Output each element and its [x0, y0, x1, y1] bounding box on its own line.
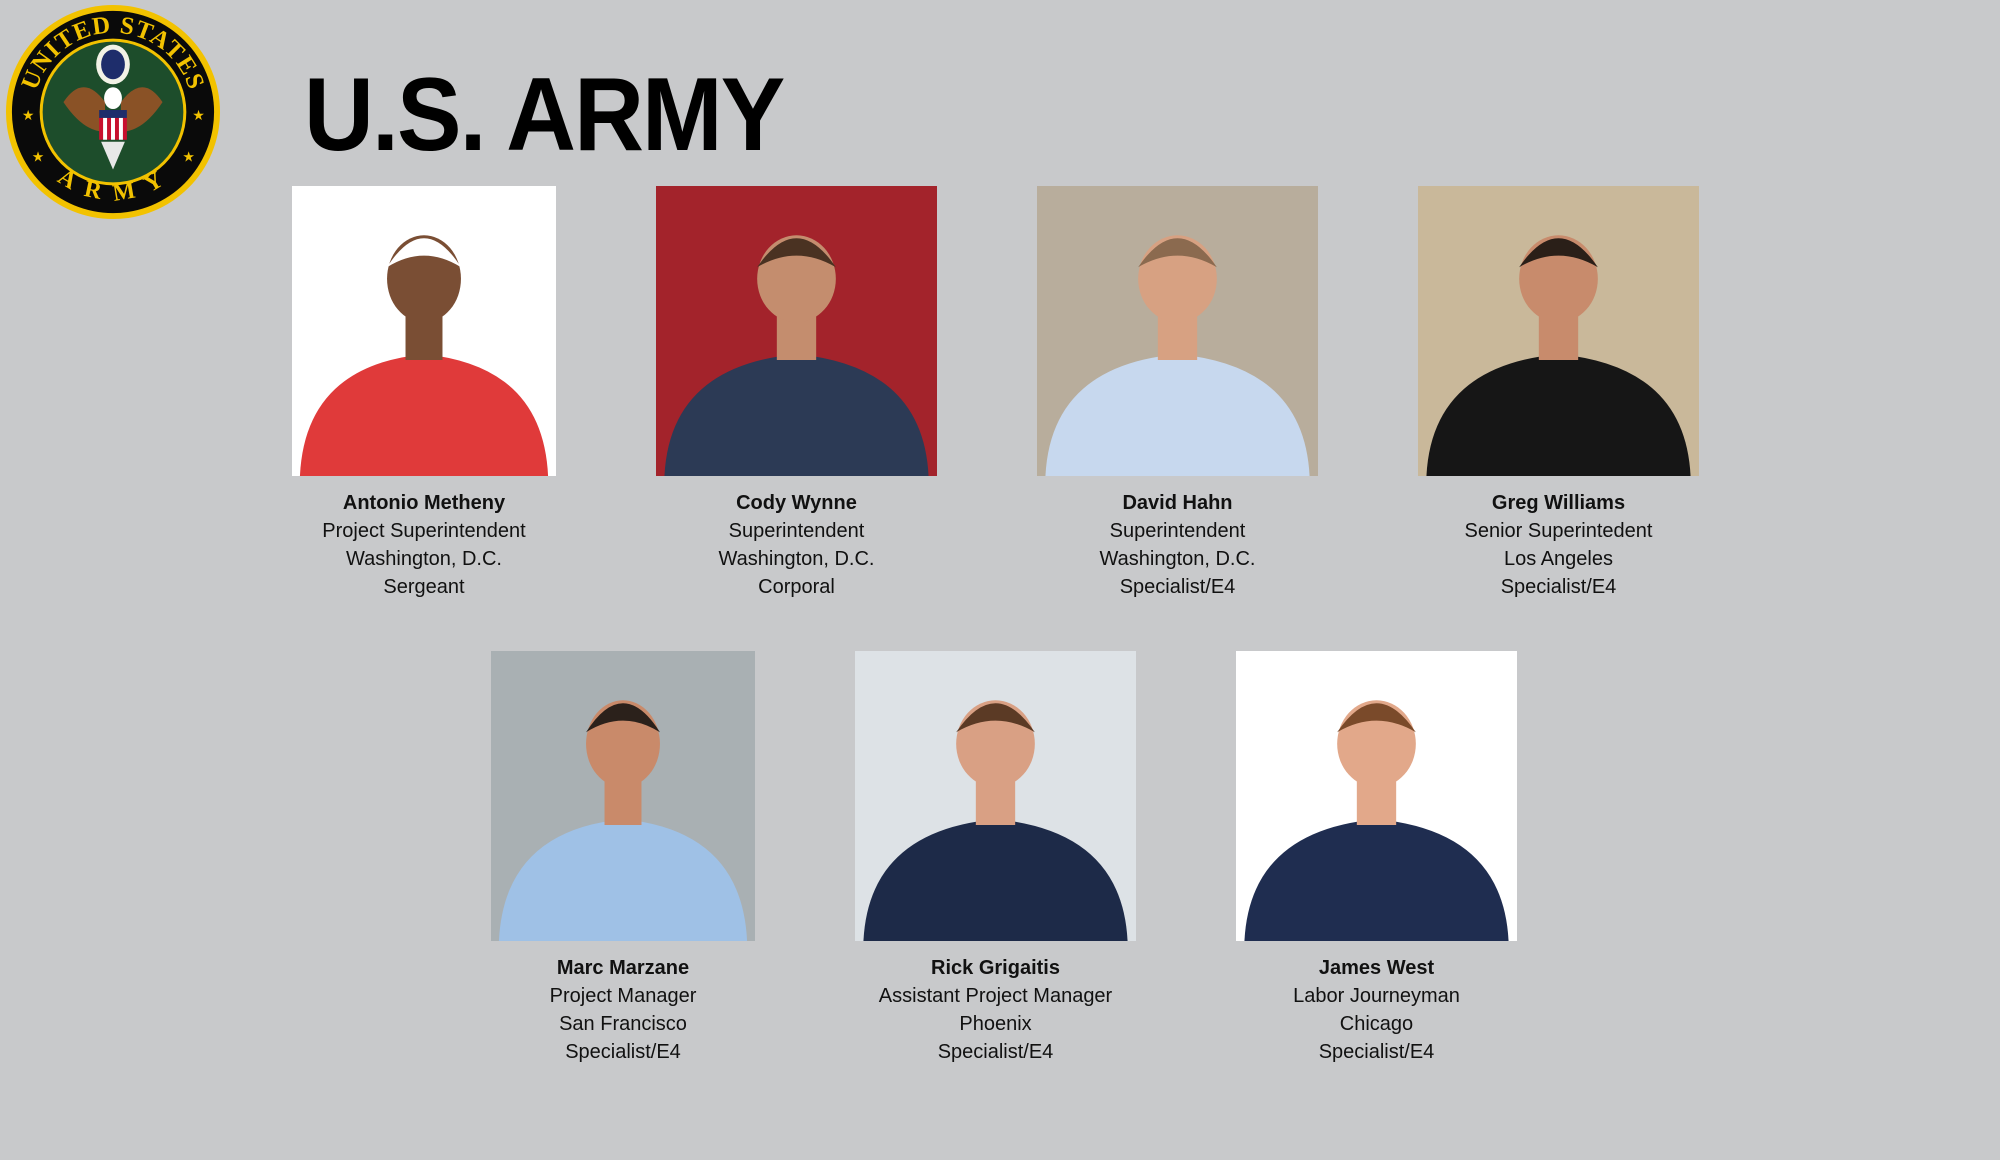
member-role: Superintendent — [1109, 520, 1246, 542]
member-role: Project Superintendent — [322, 520, 526, 542]
member-role: Project Manager — [549, 985, 697, 1007]
member-rank: Sergeant — [383, 576, 465, 598]
member-name: Rick Grigaitis — [931, 957, 1060, 979]
portrait-photo — [491, 651, 755, 941]
member-rank: Specialist/E4 — [1119, 576, 1236, 598]
team-member-card: Rick Grigaitis Assistant Project Manager… — [806, 651, 1186, 1066]
portrait-photo — [1236, 651, 1517, 941]
team-member-card: Marc Marzane Project Manager San Francis… — [433, 651, 813, 1066]
svg-text:★: ★ — [182, 149, 194, 165]
member-role: Senior Superintedent — [1464, 520, 1653, 542]
member-rank: Specialist/E4 — [1318, 1041, 1435, 1063]
member-role: Labor Journeyman — [1293, 985, 1460, 1007]
member-name: Antonio Metheny — [342, 492, 506, 514]
page-title: U.S. ARMY — [304, 57, 785, 173]
member-role: Assistant Project Manager — [878, 985, 1113, 1007]
svg-text:★: ★ — [192, 107, 204, 123]
member-rank: Corporal — [758, 576, 835, 598]
team-member-card: David Hahn Superintendent Washington, D.… — [988, 186, 1368, 601]
member-name: Cody Wynne — [736, 492, 857, 514]
portrait-photo — [1037, 186, 1318, 476]
portrait-photo — [656, 186, 937, 476]
member-rank: Specialist/E4 — [937, 1041, 1054, 1063]
portrait-photo — [855, 651, 1136, 941]
member-role: Superintendent — [728, 520, 865, 542]
member-location: Los Angeles — [1504, 548, 1613, 570]
team-member-card: Antonio Metheny Project Superintendent W… — [234, 186, 614, 601]
member-location: Chicago — [1339, 1013, 1414, 1035]
member-location: San Francisco — [559, 1013, 687, 1035]
svg-text:★: ★ — [22, 107, 34, 123]
member-location: Phoenix — [959, 1013, 1032, 1035]
member-rank: Specialist/E4 — [1500, 576, 1617, 598]
team-member-card: Greg Williams Senior Superintedent Los A… — [1369, 186, 1749, 601]
member-rank: Specialist/E4 — [565, 1041, 681, 1063]
team-member-card: Cody Wynne Superintendent Washington, D.… — [607, 186, 987, 601]
portrait-photo — [1418, 186, 1699, 476]
member-name: David Hahn — [1122, 492, 1233, 514]
member-name: James West — [1318, 957, 1435, 979]
member-name: Marc Marzane — [556, 957, 690, 979]
portrait-photo — [292, 186, 556, 476]
team-member-card: James West Labor Journeyman Chicago Spec… — [1187, 651, 1567, 1066]
member-location: Washington, D.C. — [346, 548, 502, 570]
member-location: Washington, D.C. — [1099, 548, 1256, 570]
member-name: Greg Williams — [1491, 492, 1626, 514]
svg-text:★: ★ — [32, 149, 44, 165]
us-army-seal-logo: UNITED STATES ARMY ★ ★★ ★ — [5, 4, 221, 220]
member-location: Washington, D.C. — [718, 548, 875, 570]
